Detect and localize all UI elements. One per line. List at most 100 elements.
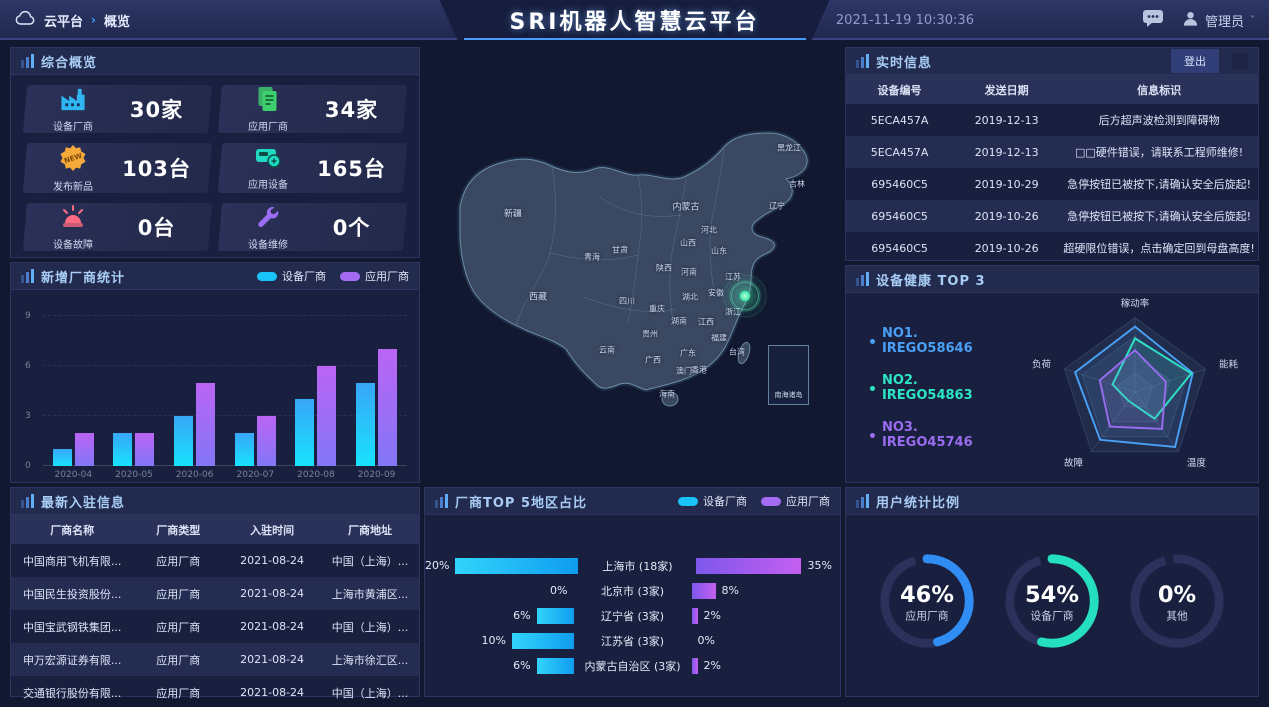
logout-button[interactable]: 登出: [1171, 49, 1219, 73]
vendor-growth-chart: 0 3 6 9 2020-04 2020-05 2020-06 2020-07 …: [19, 294, 411, 484]
table-cell: 2019-10-29: [974, 177, 1039, 191]
device-health-body: NO1. IREGO58646 NO2. IREGO54863 NO3. IREGO…: [846, 293, 1258, 483]
province-label: 澳门: [676, 366, 692, 376]
bullet-dot-icon: [870, 432, 875, 438]
table-cell: 上海市黄浦区...: [331, 587, 409, 601]
breadcrumb-current[interactable]: 概览: [103, 14, 130, 30]
panel-vendor-growth-header: 新增厂商统计 设备厂商 应用厂商: [11, 263, 419, 290]
province-label: 辽宁: [769, 201, 785, 211]
table-cell: 2021-08-24: [240, 653, 305, 666]
legend-label: 应用厂商: [365, 270, 409, 283]
table-cell: □□硬件错误，请联系工程师维修!: [1075, 146, 1244, 159]
stat-value: 0个: [332, 216, 371, 240]
health-rank-item[interactable]: NO2. IREGO54863: [870, 373, 1012, 403]
table-cell: 2019-10-26: [974, 241, 1039, 255]
province-label: 内蒙古: [672, 202, 700, 213]
radar-axis-label: 故障: [1064, 457, 1084, 469]
bar: [74, 432, 94, 466]
health-rank-item[interactable]: NO1. IREGO58646: [870, 326, 1012, 356]
stat-label: 设备维修: [248, 240, 288, 251]
datetime-display: 2021-11-19 10:30:36: [835, 12, 974, 28]
province-label: 海南: [659, 389, 675, 399]
realtime-table: 设备编号 发送日期 信息标识 5ECA457A 2019-12-13 后方超声波检测到障…: [846, 75, 1258, 264]
legend-item[interactable]: 应用厂商: [340, 268, 409, 284]
stat-label: 发布新品: [53, 182, 93, 193]
table-cell: 申万宏源证券有限...: [22, 653, 122, 667]
column-header: 入驻时间: [223, 515, 322, 544]
donut-gauge: 46% 应用厂商: [880, 554, 974, 648]
panel-latest-entries-header: 最新入驻信息: [11, 488, 419, 515]
health-rank-item[interactable]: NO3. IREGO45746: [870, 420, 1012, 450]
table-row: 申万宏源证券有限... 应用厂商 2021-08-24 上海市徐汇区...: [11, 643, 419, 676]
table-cell: 超硬限位错误，点击确定回到母盘高度!: [1063, 242, 1255, 255]
radar-axis-label: 负荷: [1032, 358, 1052, 370]
panel-title-bars-icon: [856, 494, 869, 508]
bar: [378, 349, 398, 466]
stat-card-new-product: NEW 发布新品 103台: [22, 143, 213, 193]
table-cell: 上海市徐汇区...: [331, 653, 409, 667]
bullet-dot-icon: [870, 338, 875, 344]
device-fault-icon: [59, 203, 87, 235]
radar-axis-line: [1091, 391, 1136, 453]
province-label: 江西: [698, 317, 714, 327]
device-health-ranking: NO1. IREGO58646 NO2. IREGO54863 NO3. IREGO…: [846, 293, 1012, 483]
x-axis-label: 2020-09: [357, 470, 396, 480]
user-ratio-gauges: 46% 应用厂商 54% 设备厂商 0% 其他: [846, 515, 1258, 657]
province-label: 浙江: [725, 307, 741, 317]
stat-card-device-repair: 设备维修 0个: [217, 203, 408, 251]
table-row: 中国商用飞机有限... 应用厂商 2021-08-24 中国（上海）...: [11, 544, 419, 577]
bar: [317, 366, 337, 466]
province-label: 台湾: [729, 347, 745, 357]
province-label: 云南: [599, 345, 615, 355]
user-menu[interactable]: 管理员 ˅: [1182, 10, 1255, 31]
overview-cards: 设备厂商 30家 应用厂商 34家 NEW 发布新品 103台 应用设备 165…: [11, 75, 419, 258]
bar: [234, 432, 254, 466]
stat-label: 应用厂商: [248, 122, 288, 133]
panel-latest-entries-title: 最新入驻信息: [41, 495, 126, 511]
stat-value: 165台: [317, 157, 386, 181]
legend-chip: [257, 271, 277, 281]
left-value-label: 6%: [513, 659, 531, 672]
breadcrumb-root[interactable]: 云平台: [44, 14, 84, 30]
legend-item[interactable]: 设备厂商: [257, 268, 326, 284]
province-label: 吉林: [789, 179, 805, 189]
column-header: 厂商地址: [321, 515, 419, 544]
region-row: 6% 辽宁省 (3家) 2%: [425, 603, 840, 628]
province-label: 重庆: [649, 304, 665, 314]
region-category-label: 江苏省 (3家): [600, 634, 665, 648]
panel-overview-header: 综合概览: [11, 48, 419, 75]
region-chart-legend: 设备厂商 应用厂商: [678, 493, 830, 509]
province-label: 广西: [645, 355, 661, 365]
table-cell: 695460C5: [871, 209, 928, 223]
table-cell: 中国（上海）...: [331, 686, 409, 700]
panel-realtime-title: 实时信息: [876, 55, 933, 71]
table-header-row: 设备编号 发送日期 信息标识: [846, 75, 1258, 104]
bar-group: 2020-05: [113, 316, 155, 480]
stat-value: 103台: [122, 157, 191, 181]
legend-label: 设备厂商: [282, 270, 326, 283]
user-icon: [1182, 10, 1199, 31]
legend-item[interactable]: 设备厂商: [678, 493, 747, 509]
province-label: 陕西: [656, 263, 672, 273]
table-cell: 2019-10-26: [974, 209, 1039, 223]
message-bubble-icon[interactable]: [1142, 9, 1164, 31]
radar-axis-label: 温度: [1187, 457, 1207, 469]
table-cell: 后方超声波检测到障碍物: [1098, 114, 1220, 127]
right-value-label: 2%: [703, 659, 721, 672]
legend-item[interactable]: 应用厂商: [761, 493, 830, 509]
province-label: 山东: [711, 246, 727, 256]
table-cell: 2019-12-13: [974, 145, 1039, 159]
radar-series: [1098, 348, 1167, 430]
vendor-chart-legend: 设备厂商 应用厂商: [257, 268, 409, 284]
table-header-row: 厂商名称 厂商类型 入驻时间 厂商地址: [11, 515, 419, 544]
panel-device-health-header: 设备健康 TOP 3: [846, 266, 1258, 293]
radar-series: [1111, 337, 1193, 421]
table-cell: 应用厂商: [156, 554, 201, 568]
table-row: 695460C5 2019-10-26 急停按钮已被按下,请确认安全后旋起!: [846, 200, 1258, 232]
data-table: 厂商名称 厂商类型 入驻时间 厂商地址 中国商用飞机有限... 应用厂商 2021-08-…: [11, 515, 419, 707]
bar: [691, 657, 698, 674]
stat-value: 30家: [129, 98, 184, 122]
latest-entries-table: 厂商名称 厂商类型 入驻时间 厂商地址 中国商用飞机有限... 应用厂商 2021-08-…: [11, 515, 419, 707]
province-label: 甘肃: [612, 245, 628, 255]
panel-overview: 综合概览 设备厂商 30家 应用厂商 34家 NEW 发布新品 103台 应用设…: [10, 47, 420, 258]
